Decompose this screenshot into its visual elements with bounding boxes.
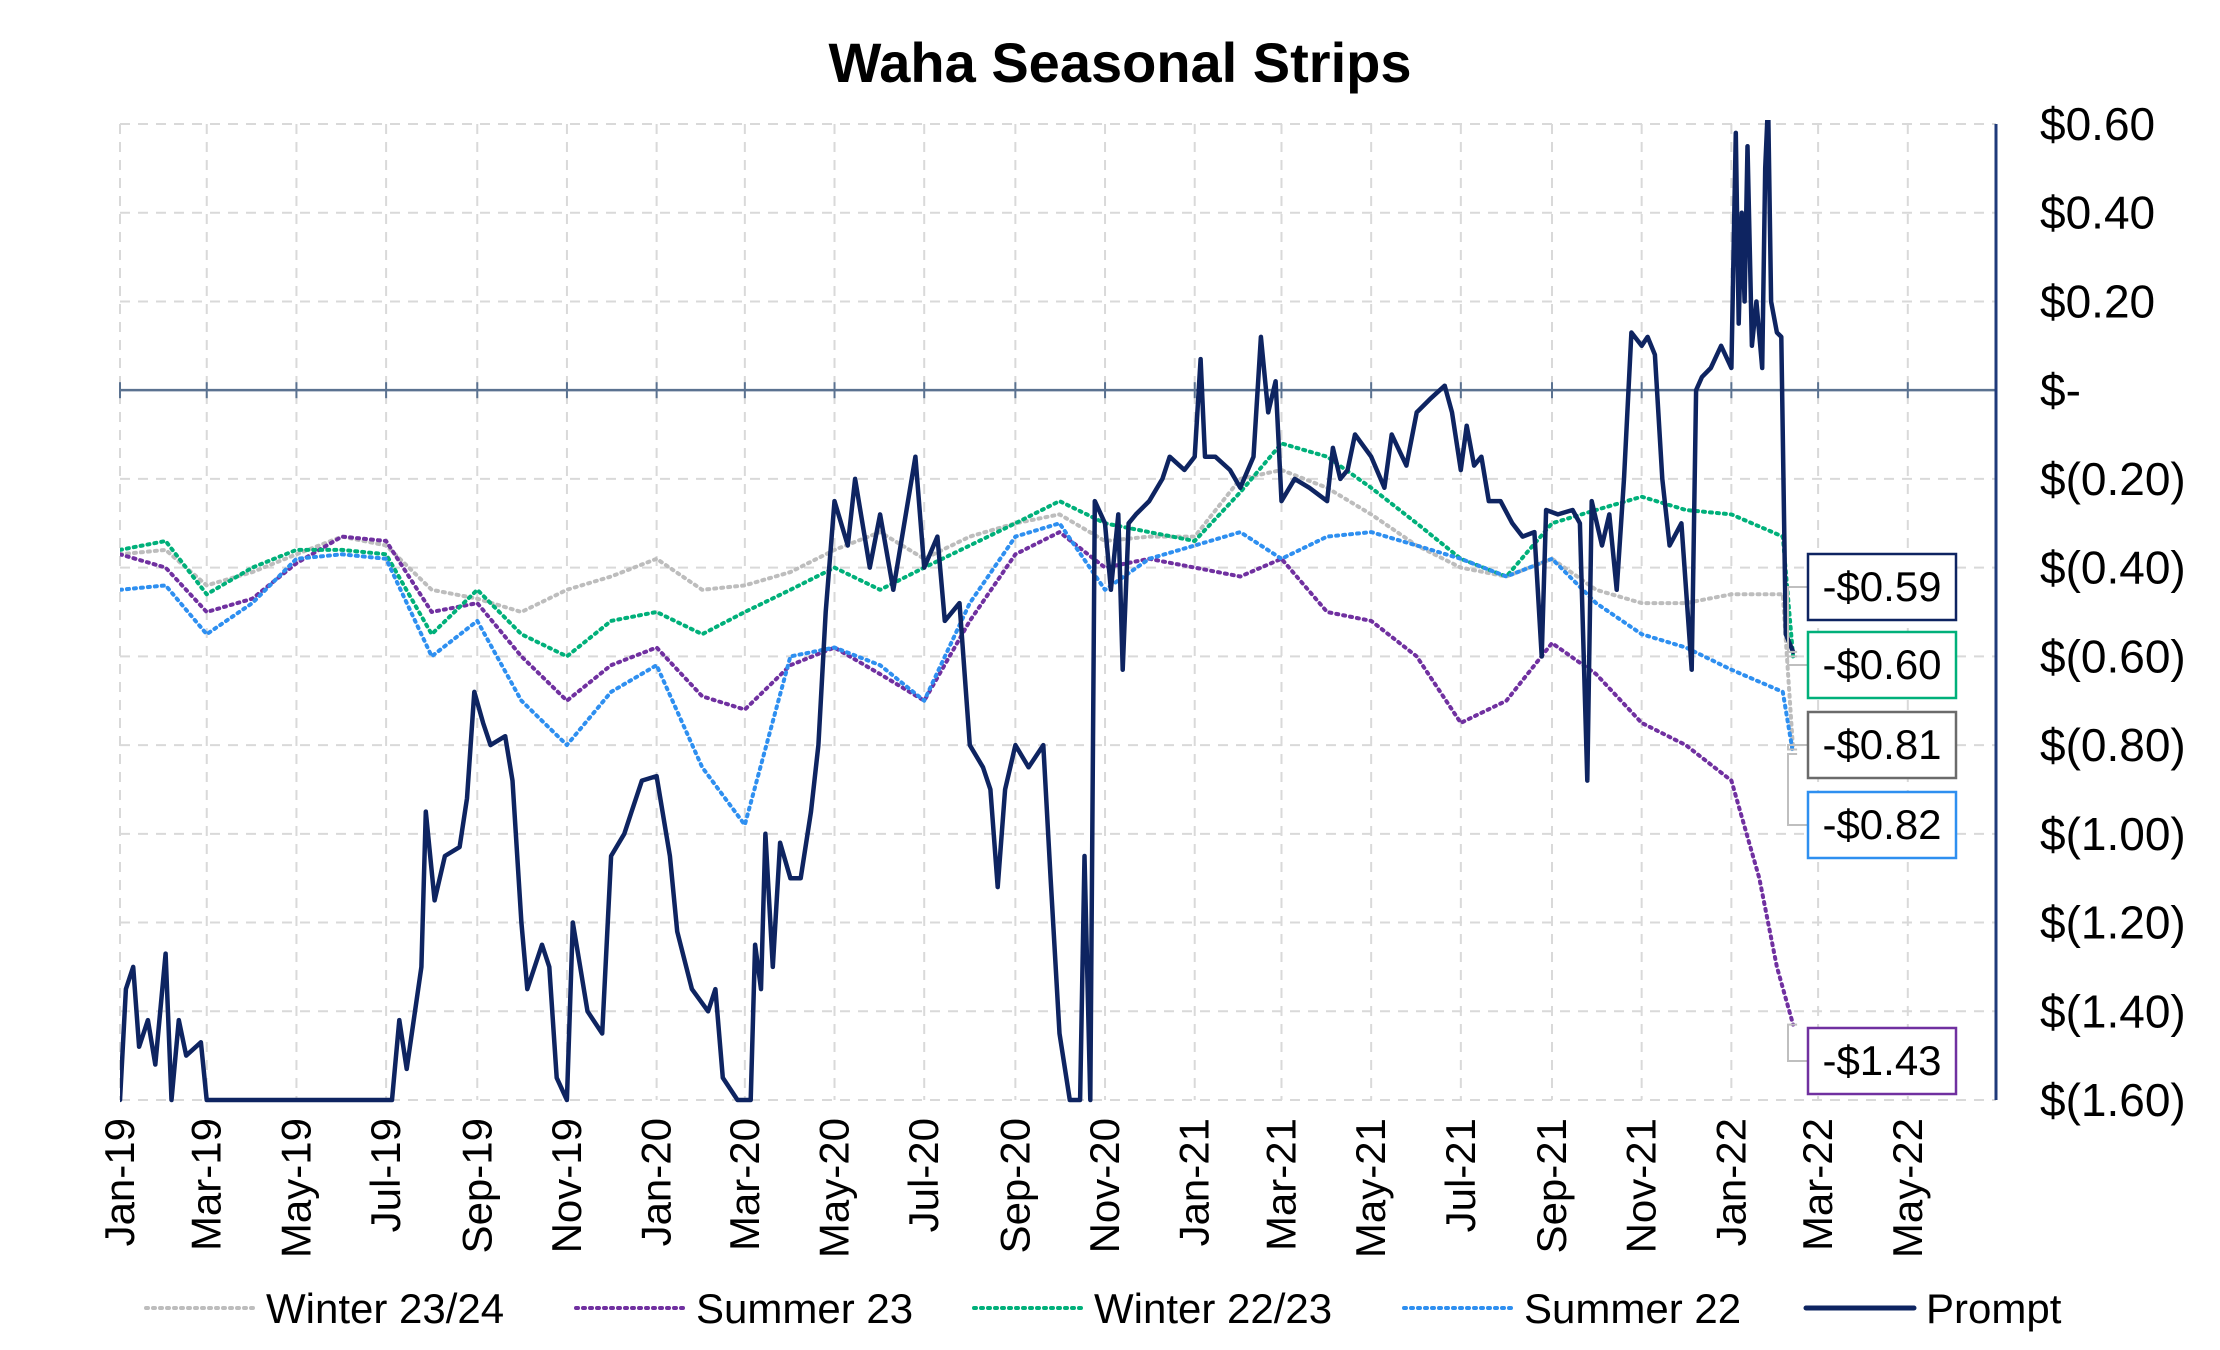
y-tick-label: $(1.60) xyxy=(2040,1074,2186,1126)
x-tick-label: Sep-20 xyxy=(991,1118,1038,1253)
y-tick-label: $(1.00) xyxy=(2040,808,2186,860)
series-line-summer-23 xyxy=(120,530,1796,1027)
callout-box xyxy=(1806,1026,1958,1096)
callout-leader xyxy=(1787,586,1808,653)
x-tick-label: Nov-21 xyxy=(1618,1118,1665,1253)
x-tick-label: Mar-22 xyxy=(1794,1118,1841,1251)
end-value-callouts: -$0.59 -$0.60 -$0.81 -$0.82 -$1.43 xyxy=(1787,552,1958,1096)
callout-box xyxy=(1806,790,1958,860)
x-tick-label: May-20 xyxy=(811,1118,858,1258)
y-tick-label: $0.20 xyxy=(2040,275,2155,327)
callout-label: -$0.82 xyxy=(1822,801,1941,848)
x-tick-label: May-21 xyxy=(1347,1118,1394,1258)
y-tick-label: $(0.40) xyxy=(2040,542,2186,594)
legend-label-summer-23: Summer 23 xyxy=(696,1285,913,1332)
x-tick-label: Mar-19 xyxy=(183,1118,230,1251)
x-tick-label: Jan-19 xyxy=(96,1118,143,1246)
legend: Winter 23/24 Summer 23 Winter 22/23 Summer … xyxy=(144,1285,2062,1332)
callout-label: -$0.60 xyxy=(1822,641,1941,688)
y-tick-label: $0.40 xyxy=(2040,187,2155,239)
x-tick-label: Jan-22 xyxy=(1707,1118,1754,1246)
x-tick-label: Mar-20 xyxy=(721,1118,768,1251)
callout-leader xyxy=(1787,744,1808,751)
x-tick-label: Jan-21 xyxy=(1171,1118,1218,1246)
callout-leader xyxy=(1787,752,1808,826)
x-tick-label: Sep-21 xyxy=(1528,1118,1575,1253)
callout-label: -$0.59 xyxy=(1822,563,1941,610)
y-tick-label: $(0.20) xyxy=(2040,453,2186,505)
callout-box xyxy=(1806,710,1958,780)
legend-label-winter-23-24: Winter 23/24 xyxy=(266,1285,504,1332)
x-tick-label: Mar-21 xyxy=(1257,1118,1304,1251)
y-tick-label: $(0.80) xyxy=(2040,719,2186,771)
y-tick-label: $(1.40) xyxy=(2040,985,2186,1037)
axis-layer: Jan-19 Mar-19 May-19 Jul-19 Sep-19 Nov-19 Jan-… xyxy=(96,98,2186,1258)
legend-label-winter-22-23: Winter 22/23 xyxy=(1094,1285,1332,1332)
x-tick-label: Nov-20 xyxy=(1081,1118,1128,1253)
callout-box xyxy=(1806,552,1958,622)
legend-label-prompt: Prompt xyxy=(1926,1285,2062,1332)
callout-leader xyxy=(1787,655,1808,666)
y-tick-label: $0.60 xyxy=(2040,98,2155,150)
grid-layer xyxy=(119,123,1996,1101)
callout-label: -$1.43 xyxy=(1822,1037,1941,1084)
legend-label-summer-22: Summer 22 xyxy=(1524,1285,1741,1332)
x-tick-label: May-22 xyxy=(1884,1118,1931,1258)
x-tick-label: May-19 xyxy=(272,1118,319,1258)
x-tick-label: Sep-19 xyxy=(453,1118,500,1253)
callout-leader xyxy=(1787,1023,1808,1062)
x-tick-label: Jan-20 xyxy=(633,1118,680,1246)
x-tick-label: Jul-20 xyxy=(900,1118,947,1232)
x-tick-label: Nov-19 xyxy=(543,1118,590,1253)
y-tick-label: $(1.20) xyxy=(2040,897,2186,949)
x-tick-label: Jul-19 xyxy=(362,1118,409,1232)
series-layer xyxy=(120,120,1796,1103)
callout-box xyxy=(1806,630,1958,700)
callout-label: -$0.81 xyxy=(1822,721,1941,768)
y-tick-label: $- xyxy=(2040,364,2081,416)
chart-title: Waha Seasonal Strips xyxy=(829,31,1412,94)
series-line-prompt xyxy=(120,120,1796,1103)
x-tick-label: Jul-21 xyxy=(1437,1118,1484,1232)
y-tick-label: $(0.60) xyxy=(2040,630,2186,682)
